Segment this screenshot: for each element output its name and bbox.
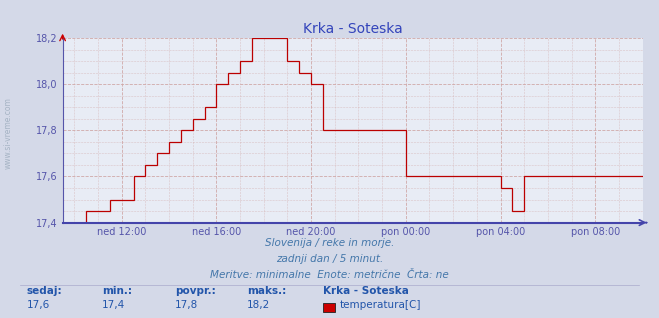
Text: temperatura[C]: temperatura[C] xyxy=(339,301,421,310)
Text: min.:: min.: xyxy=(102,286,132,296)
Text: povpr.:: povpr.: xyxy=(175,286,215,296)
Text: 17,8: 17,8 xyxy=(175,301,198,310)
Text: Slovenija / reke in morje.: Slovenija / reke in morje. xyxy=(265,238,394,248)
Text: Krka - Soteska: Krka - Soteska xyxy=(323,286,409,296)
Text: maks.:: maks.: xyxy=(247,286,287,296)
Text: 17,4: 17,4 xyxy=(102,301,125,310)
Text: 18,2: 18,2 xyxy=(247,301,270,310)
Text: www.si-vreme.com: www.si-vreme.com xyxy=(3,98,13,169)
Title: Krka - Soteska: Krka - Soteska xyxy=(302,22,403,36)
Text: Meritve: minimalne  Enote: metrične  Črta: ne: Meritve: minimalne Enote: metrične Črta:… xyxy=(210,270,449,280)
Text: sedaj:: sedaj: xyxy=(26,286,62,296)
Text: zadnji dan / 5 minut.: zadnji dan / 5 minut. xyxy=(276,254,383,264)
Text: 17,6: 17,6 xyxy=(26,301,49,310)
